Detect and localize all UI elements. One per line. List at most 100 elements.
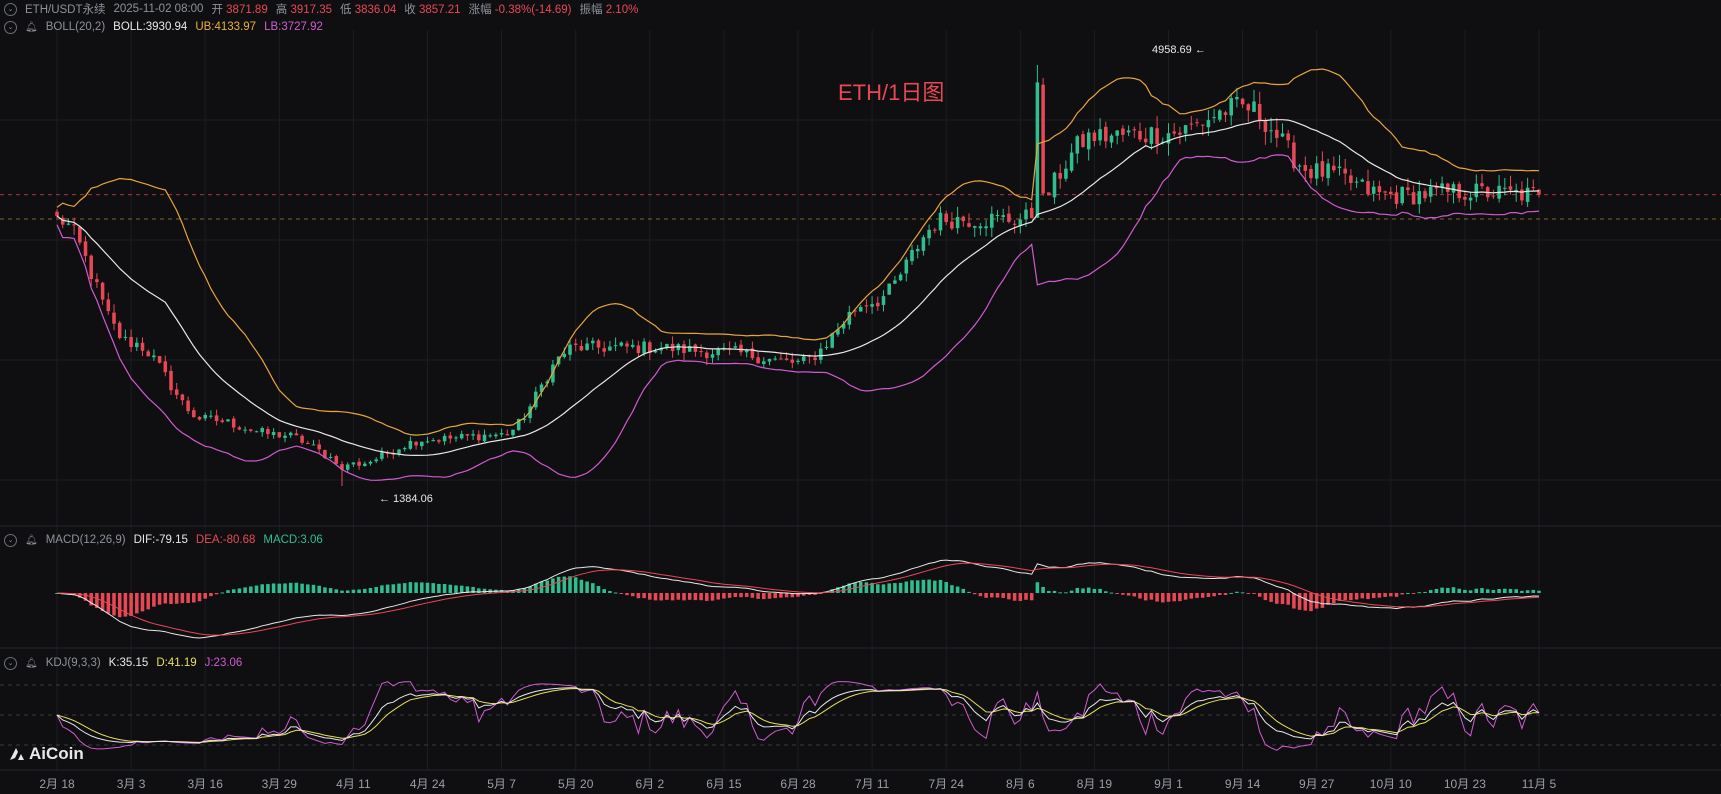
macd-name: MACD(12,26,9) xyxy=(45,534,126,546)
x-tick-label: 9月 27 xyxy=(1299,777,1335,791)
macd-histogram-bar xyxy=(585,581,589,593)
macd-histogram-bar xyxy=(904,581,909,593)
macd-histogram-bar xyxy=(1218,593,1222,596)
x-tick-label: 8月 19 xyxy=(1076,777,1113,791)
candle-body xyxy=(334,456,339,464)
chevron-icon[interactable]: ⌄ xyxy=(4,656,17,670)
candle-body xyxy=(870,304,874,307)
macd-histogram-bar xyxy=(78,593,82,598)
macd-histogram-bar xyxy=(157,593,162,605)
candle-body xyxy=(420,441,424,447)
candle-body xyxy=(237,427,242,430)
macd-histogram-bar xyxy=(117,593,122,618)
chevron-icon[interactable]: ⌄ xyxy=(4,2,17,16)
candle-body xyxy=(1218,110,1222,120)
candle-body xyxy=(853,310,857,312)
x-tick-label: 3月 29 xyxy=(261,777,297,791)
macd-histogram-bar xyxy=(596,585,601,593)
x-tick-label: 2月 18 xyxy=(39,777,75,791)
macd-histogram-bar xyxy=(391,584,396,593)
candle-body xyxy=(357,461,361,466)
macd-histogram-bar xyxy=(129,593,133,616)
macd-histogram-bar xyxy=(767,593,772,599)
macd-histogram-bar xyxy=(1189,593,1194,599)
macd-histogram-bar xyxy=(630,593,635,597)
candle-body xyxy=(1235,96,1239,100)
candle-body xyxy=(465,434,470,436)
chevron-icon[interactable]: ⌄ xyxy=(4,533,17,547)
candle-body xyxy=(1468,197,1473,201)
bell-icon[interactable]: 🔔︎ xyxy=(25,21,38,33)
macd-histogram-bar xyxy=(1394,593,1399,597)
candle-body xyxy=(83,241,88,256)
x-tick-label: 10月 23 xyxy=(1443,777,1486,791)
candle-body xyxy=(203,414,207,419)
macd-histogram-bar xyxy=(858,582,863,593)
macd-histogram-bar xyxy=(231,589,236,593)
candle-body xyxy=(471,434,475,436)
candle-body xyxy=(95,279,99,283)
candle-body xyxy=(602,348,606,352)
macd-histogram-bar xyxy=(1257,593,1262,597)
candle-body xyxy=(1383,191,1387,193)
macd-histogram-bar xyxy=(1303,593,1308,611)
amp-label: 振幅 xyxy=(579,4,603,16)
macd-histogram-bar xyxy=(397,583,401,593)
candle-body xyxy=(898,274,903,281)
candle-body xyxy=(328,456,333,458)
candle-body xyxy=(836,329,840,335)
macd-histogram-bar xyxy=(1491,589,1496,593)
macd-histogram-bar xyxy=(1428,590,1433,593)
candle-body xyxy=(397,449,401,454)
kdj-name: KDJ(9,3,3) xyxy=(45,657,101,669)
macd-histogram-bar xyxy=(1457,588,1461,593)
macd-histogram-bar xyxy=(659,593,663,601)
candle-body xyxy=(374,459,378,462)
macd-histogram-bar xyxy=(334,589,339,593)
candle-body xyxy=(254,431,259,433)
kdj-pane[interactable] xyxy=(0,681,1721,751)
macd-histogram-bar xyxy=(448,584,453,593)
candle-body xyxy=(100,282,105,300)
candle-body xyxy=(984,226,988,229)
candle-body xyxy=(442,435,447,442)
candle-body xyxy=(1514,189,1518,192)
macd-histogram-bar xyxy=(345,590,350,593)
chevron-icon[interactable]: ⌄ xyxy=(4,20,17,34)
price-pane[interactable] xyxy=(0,64,1721,486)
candle-body xyxy=(60,217,65,225)
candle-body xyxy=(841,323,846,329)
candle-body xyxy=(585,343,589,350)
candle-body xyxy=(568,344,572,355)
macd-histogram-bar xyxy=(984,593,988,598)
macd-pane[interactable] xyxy=(55,559,1541,639)
macd-histogram-bar xyxy=(209,593,213,597)
candle-body xyxy=(1480,183,1484,187)
macd-histogram-bar xyxy=(135,593,139,614)
candle-body xyxy=(921,237,926,251)
macd-histogram-bar xyxy=(1235,591,1239,593)
macd-histogram-bar xyxy=(1081,588,1085,593)
macd-histogram-bar xyxy=(955,586,960,593)
candle-body xyxy=(311,444,316,446)
macd-histogram-bar xyxy=(1240,592,1245,594)
macd-histogram-bar xyxy=(915,580,920,593)
candle-body xyxy=(1360,179,1365,182)
candle-body xyxy=(733,346,738,348)
ohlc-header: ⌄ ETH/USDT永续 2025-11-02 08:00 开 3871.89 … xyxy=(4,0,638,18)
high-label: 高 xyxy=(275,4,288,16)
macd-histogram-bar xyxy=(1349,593,1353,601)
x-tick-label: 7月 11 xyxy=(854,777,890,791)
bell-icon[interactable]: 🔔︎ xyxy=(25,657,38,669)
macd-histogram-bar xyxy=(83,593,88,601)
candle-body xyxy=(739,344,743,353)
candle-body xyxy=(1537,189,1541,195)
candle-body xyxy=(1417,191,1422,205)
candle-body xyxy=(1525,187,1530,202)
candle-body xyxy=(72,224,76,226)
macd-histogram-bar xyxy=(1029,593,1034,601)
candle-body xyxy=(1394,192,1399,204)
boll-ub-value: UB:4133.97 xyxy=(195,21,257,33)
bell-icon[interactable]: 🔔︎ xyxy=(25,534,38,546)
